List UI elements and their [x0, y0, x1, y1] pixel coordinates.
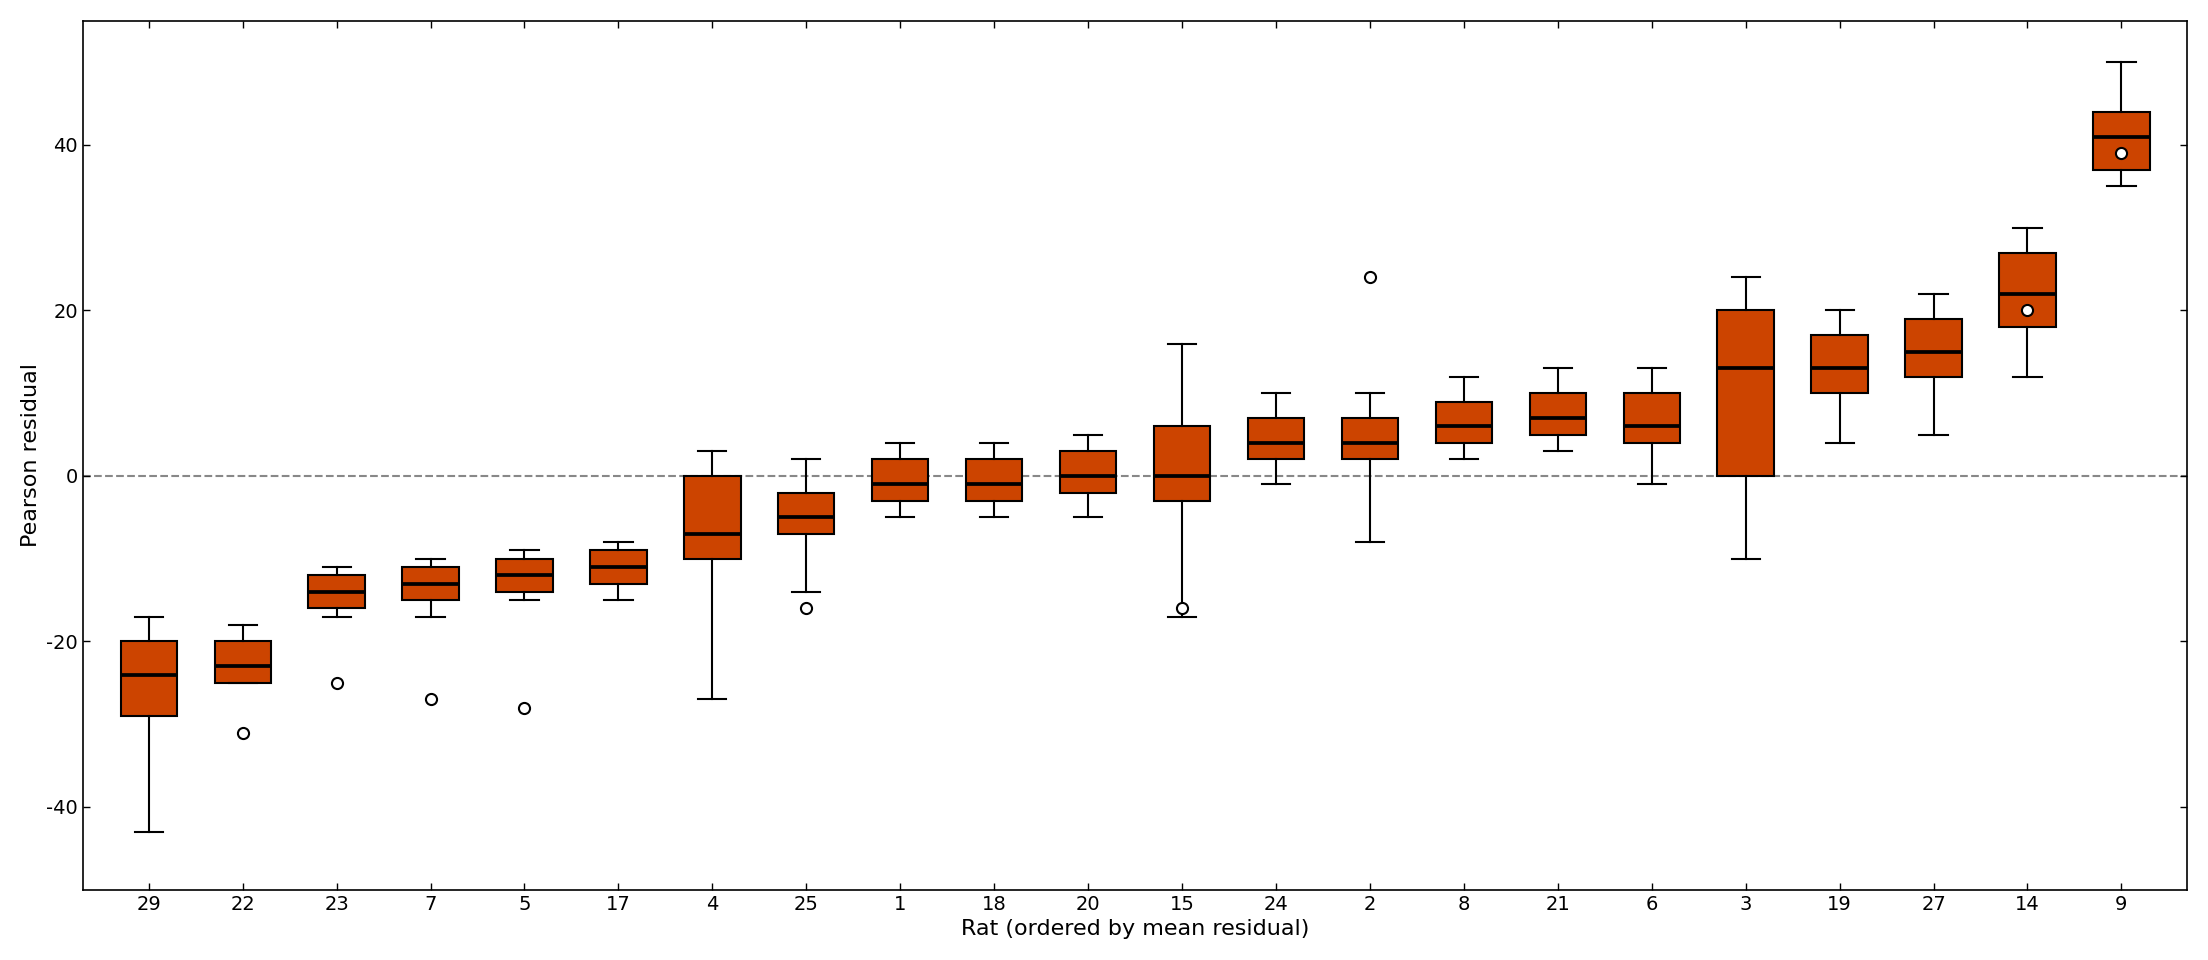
PathPatch shape [1342, 418, 1398, 460]
PathPatch shape [309, 575, 364, 609]
PathPatch shape [1998, 252, 2056, 327]
PathPatch shape [121, 641, 177, 716]
PathPatch shape [1435, 401, 1493, 443]
PathPatch shape [1530, 394, 1585, 435]
PathPatch shape [1906, 319, 1961, 376]
PathPatch shape [1155, 426, 1210, 501]
Y-axis label: Pearson residual: Pearson residual [20, 363, 40, 547]
PathPatch shape [402, 567, 459, 600]
PathPatch shape [497, 559, 552, 591]
X-axis label: Rat (ordered by mean residual): Rat (ordered by mean residual) [960, 919, 1309, 939]
PathPatch shape [590, 550, 647, 584]
PathPatch shape [1248, 418, 1305, 460]
PathPatch shape [965, 460, 1022, 501]
PathPatch shape [1623, 394, 1680, 443]
PathPatch shape [777, 492, 835, 534]
PathPatch shape [214, 641, 272, 683]
PathPatch shape [1811, 335, 1868, 394]
PathPatch shape [1718, 310, 1773, 476]
PathPatch shape [2093, 112, 2151, 170]
PathPatch shape [684, 476, 740, 559]
PathPatch shape [872, 460, 927, 501]
PathPatch shape [1060, 451, 1117, 492]
